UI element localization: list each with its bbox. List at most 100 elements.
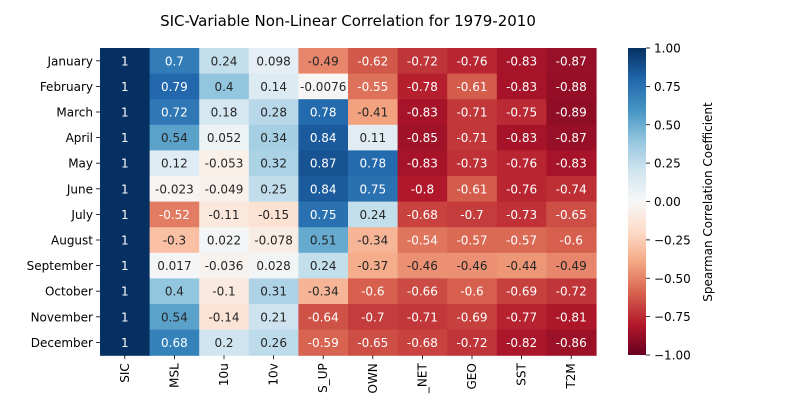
heatmap-cell bbox=[447, 201, 498, 228]
colorbar-label: Spearman Correlation Coefficient bbox=[701, 102, 715, 302]
heatmap-cell bbox=[248, 304, 299, 331]
heatmap-cell bbox=[298, 48, 349, 75]
colorbar-ticks: 1.00 0.75 0.50 0.25 0.00 −0.25 −0.50 −0.75 −1.00 bbox=[646, 42, 691, 363]
cell-value-label: -0.44 bbox=[506, 259, 537, 273]
cell-value-label: -0.76 bbox=[456, 54, 487, 68]
heatmap-cell bbox=[149, 201, 200, 228]
heatmap-cell bbox=[248, 227, 299, 254]
heatmap-cell bbox=[199, 150, 250, 177]
cell-value-label: -0.81 bbox=[556, 310, 587, 324]
cell-value-label: 0.14 bbox=[260, 80, 287, 94]
x-axis-tick-label: SIC bbox=[118, 363, 132, 383]
y-axis-tick-label: November bbox=[31, 310, 93, 324]
heatmap-cell bbox=[496, 73, 547, 100]
heatmap-cell bbox=[397, 278, 448, 305]
cell-value-label: -0.73 bbox=[506, 208, 537, 222]
heatmap-cell bbox=[248, 176, 299, 203]
cell-value-label: -0.65 bbox=[556, 208, 587, 222]
cell-value-label: -0.71 bbox=[456, 131, 487, 145]
cell-value-label: 0.26 bbox=[260, 336, 287, 350]
cell-value-label: -0.34 bbox=[357, 234, 388, 248]
cell-value-label: 0.4 bbox=[165, 285, 184, 299]
cell-value-label: 0.72 bbox=[161, 106, 188, 120]
heatmap-cell bbox=[248, 278, 299, 305]
cell-value-label: -0.52 bbox=[159, 208, 190, 222]
heatmap-cell bbox=[546, 227, 597, 254]
cell-value-label: 1 bbox=[121, 106, 129, 120]
colorbar-tick-label: 0.50 bbox=[654, 118, 681, 132]
cell-value-label: -0.3 bbox=[163, 234, 186, 248]
heatmap-cell bbox=[100, 227, 151, 254]
heatmap-cell bbox=[348, 176, 399, 203]
heatmap-cell bbox=[149, 278, 200, 305]
cell-value-label: 1 bbox=[121, 54, 129, 68]
heatmap-cell bbox=[496, 48, 547, 75]
y-axis-tick-label: June bbox=[66, 182, 93, 196]
heatmap-cell bbox=[397, 329, 448, 356]
cell-value-label: -0.62 bbox=[357, 54, 388, 68]
heatmap-cell bbox=[199, 124, 250, 151]
cell-value-label: -0.74 bbox=[556, 182, 587, 196]
heatmap-cell bbox=[447, 278, 498, 305]
heatmap-cell bbox=[100, 278, 151, 305]
cell-value-label: -0.55 bbox=[357, 80, 388, 94]
cell-value-label: -0.078 bbox=[254, 234, 293, 248]
heatmap-cell bbox=[100, 304, 151, 331]
cell-value-label: -0.036 bbox=[205, 259, 244, 273]
cell-value-label: -0.65 bbox=[357, 336, 388, 350]
heatmap-cell bbox=[496, 176, 547, 203]
x-axis-tick-label: T2M bbox=[564, 363, 578, 389]
cell-value-label: 0.75 bbox=[359, 182, 386, 196]
heatmap-cell bbox=[348, 150, 399, 177]
cell-value-label: 1 bbox=[121, 234, 129, 248]
heatmap-cell bbox=[100, 124, 151, 151]
cell-value-label: -0.7 bbox=[361, 310, 384, 324]
heatmap-cell bbox=[248, 99, 299, 126]
cell-value-label: -0.6 bbox=[460, 285, 483, 299]
heatmap-cell bbox=[100, 99, 151, 126]
heatmap-cell bbox=[546, 73, 597, 100]
colorbar-tick-label: 0.00 bbox=[654, 195, 681, 209]
cell-value-label: 0.87 bbox=[310, 157, 337, 171]
cell-value-label: -0.69 bbox=[456, 310, 487, 324]
cell-value-label: 0.24 bbox=[211, 54, 238, 68]
heatmap-cell bbox=[546, 176, 597, 203]
heatmap-cell bbox=[447, 124, 498, 151]
cell-value-label: 0.78 bbox=[310, 106, 337, 120]
heatmap-cell bbox=[397, 150, 448, 177]
y-axis-tick-label: September bbox=[27, 259, 93, 273]
heatmap-cell bbox=[348, 48, 399, 75]
cell-value-label: 0.052 bbox=[207, 131, 241, 145]
cell-value-label: -0.59 bbox=[308, 336, 339, 350]
cell-value-label: -0.72 bbox=[407, 54, 438, 68]
heatmap-cell bbox=[496, 99, 547, 126]
heatmap-cell bbox=[496, 329, 547, 356]
cell-value-label: 0.78 bbox=[359, 157, 386, 171]
cell-value-label: -0.8 bbox=[411, 182, 434, 196]
heatmap-cell bbox=[248, 124, 299, 151]
heatmap-cell bbox=[397, 48, 448, 75]
cell-value-label: -0.73 bbox=[456, 157, 487, 171]
heatmap-cell bbox=[248, 150, 299, 177]
cell-value-label: -0.66 bbox=[407, 285, 438, 299]
cell-value-label: -0.41 bbox=[357, 106, 388, 120]
cell-value-label: 1 bbox=[121, 285, 129, 299]
cell-value-label: -0.0076 bbox=[300, 80, 346, 94]
cell-value-label: -0.72 bbox=[556, 285, 587, 299]
cell-value-label: 0.11 bbox=[359, 131, 386, 145]
heatmap-cell bbox=[298, 227, 349, 254]
x-axis-tick-label: _NET bbox=[415, 363, 429, 395]
cell-value-label: -0.89 bbox=[556, 106, 587, 120]
colorbar-tick-label: 0.75 bbox=[654, 80, 681, 94]
heatmap-cell bbox=[348, 227, 399, 254]
heatmap-cell bbox=[199, 176, 250, 203]
heatmap-cell bbox=[348, 278, 399, 305]
heatmap-cell bbox=[496, 227, 547, 254]
heatmap-cell bbox=[149, 227, 200, 254]
cell-value-label: 1 bbox=[121, 208, 129, 222]
x-axis-tick-label: GEO bbox=[465, 363, 479, 389]
y-axis-tick-label: August bbox=[51, 234, 93, 248]
cell-value-label: 0.34 bbox=[260, 131, 287, 145]
heatmap-cell bbox=[199, 73, 250, 100]
